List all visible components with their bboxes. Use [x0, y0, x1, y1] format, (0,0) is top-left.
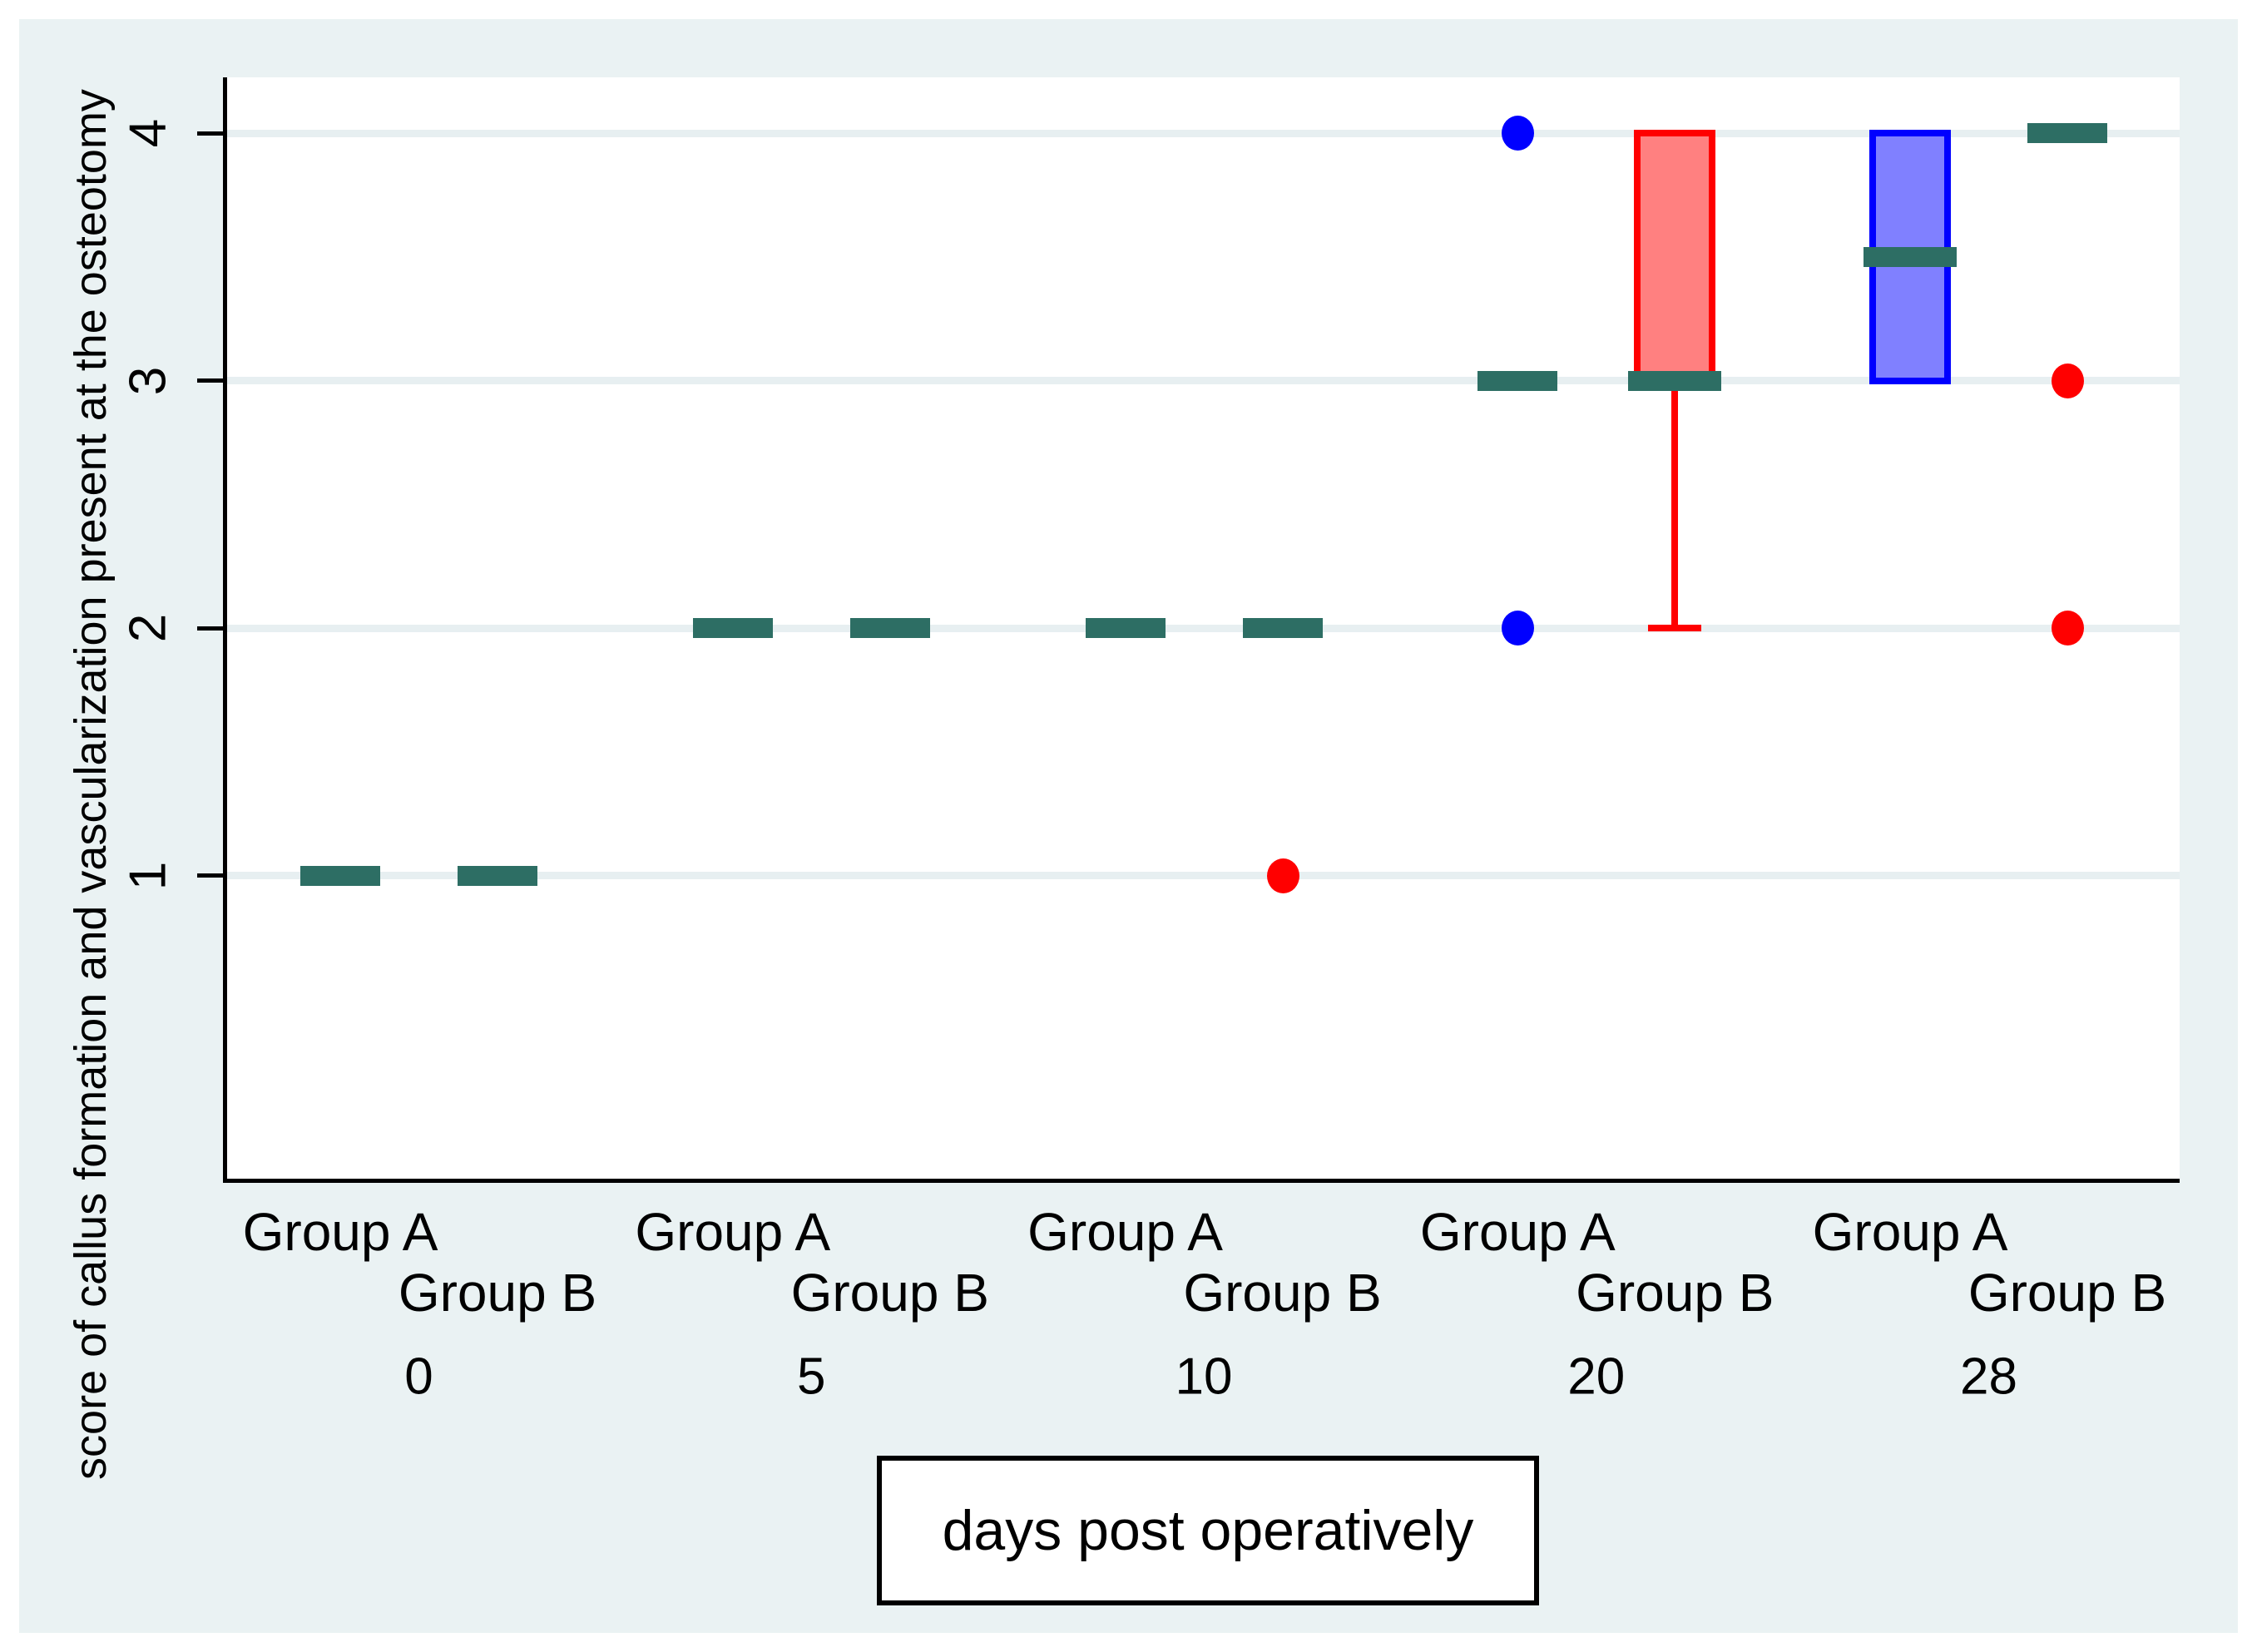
median-dash	[458, 865, 537, 886]
x-label-group-b: Group B	[790, 1263, 989, 1323]
x-label-group-a: Group A	[1419, 1202, 1616, 1262]
y-tick-label: 4	[119, 118, 177, 148]
median-dash	[1242, 618, 1323, 638]
median-dash	[300, 865, 380, 886]
whisker-line	[1671, 380, 1679, 628]
y-axis-title: score of callus formation and vasculariz…	[66, 89, 116, 1480]
y-tick-mark	[197, 873, 223, 878]
x-axis-line	[223, 1179, 2180, 1183]
x-label-group-b: Group B	[1967, 1263, 2167, 1323]
outlier-dot	[2052, 363, 2084, 398]
outlier-dot	[1502, 611, 1535, 645]
gridline	[226, 129, 2180, 137]
whisker-cap	[1648, 625, 1702, 631]
y-tick-label: 3	[119, 366, 177, 395]
x-label-group-b: Group B	[1576, 1263, 1774, 1323]
x-label-group-a: Group A	[1027, 1202, 1223, 1262]
iqr-box	[1634, 130, 1716, 384]
median-dash	[692, 618, 773, 638]
outlier-dot	[1266, 858, 1299, 893]
median-dash	[1864, 246, 1957, 267]
median-dash	[1085, 618, 1166, 638]
x-label-day: 20	[1567, 1348, 1626, 1406]
x-label-group-a: Group A	[1812, 1202, 2008, 1262]
x-label-day: 5	[797, 1348, 826, 1406]
gridline	[226, 872, 2180, 879]
y-tick-label: 1	[119, 861, 177, 890]
x-axis-title-box: days post operatively	[877, 1456, 1539, 1605]
x-label-day: 28	[1960, 1348, 2017, 1406]
plot-area	[226, 77, 2180, 1179]
x-label-group-a: Group A	[635, 1202, 831, 1262]
x-label-group-b: Group B	[1183, 1263, 1382, 1323]
x-label-group-a: Group A	[242, 1202, 438, 1262]
median-dash	[2027, 123, 2107, 143]
outlier-dot	[2052, 611, 2084, 645]
median-dash	[1628, 370, 1722, 391]
gridline	[226, 624, 2180, 632]
x-axis-title: days post operatively	[942, 1499, 1474, 1562]
x-label-group-b: Group B	[398, 1263, 597, 1323]
y-tick-label: 2	[119, 613, 177, 643]
outlier-dot	[1502, 116, 1535, 151]
median-dash	[849, 618, 930, 638]
y-axis-line	[223, 77, 227, 1183]
median-dash	[1477, 370, 1558, 391]
gridline	[226, 377, 2180, 384]
y-tick-mark	[197, 131, 223, 136]
y-tick-mark	[197, 378, 223, 383]
y-tick-mark	[197, 626, 223, 631]
x-label-day: 10	[1175, 1348, 1233, 1406]
x-label-day: 0	[404, 1348, 433, 1406]
